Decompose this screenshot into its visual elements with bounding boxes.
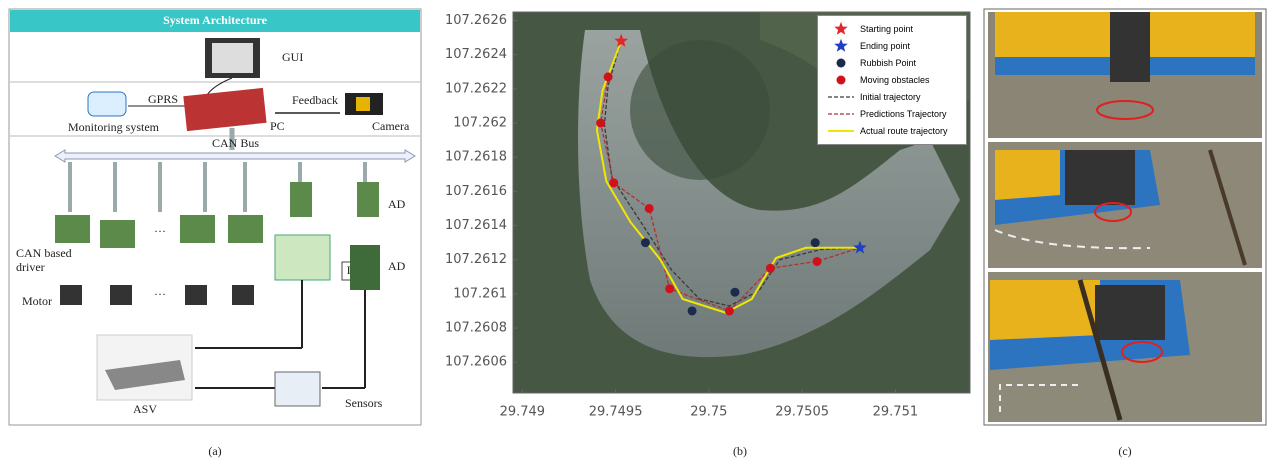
legend-entry: Ending point <box>820 39 964 53</box>
caption: (c) <box>1118 444 1131 458</box>
caption: (a) <box>208 444 221 458</box>
label: CAN Bus <box>212 136 259 150</box>
legend-label: Starting point <box>860 24 952 35</box>
y-tick-label: 107.2626 <box>445 13 507 28</box>
legend: Starting point Ending point Rubbish Point M… <box>817 15 967 145</box>
label: Sensors <box>345 396 383 410</box>
point-marker <box>766 264 775 273</box>
legend-swatch <box>820 124 860 138</box>
point-marker <box>837 76 846 85</box>
sensors-box <box>275 372 320 406</box>
photo <box>988 272 1262 422</box>
cloud-icon <box>88 92 126 116</box>
ellipsis: ··· <box>154 287 166 301</box>
point-marker <box>645 204 654 213</box>
legend-swatch <box>820 73 860 87</box>
label: Feedback <box>292 93 338 107</box>
y-tick-label: 107.2616 <box>445 184 507 199</box>
point-marker <box>837 59 846 68</box>
legend-entry: Actual route trajectory <box>820 124 964 138</box>
legend-label: Ending point <box>860 41 952 52</box>
point-marker <box>730 288 739 297</box>
star-marker <box>834 39 848 52</box>
photo <box>988 12 1262 138</box>
legend-label: Predictions Trajectory <box>860 109 952 120</box>
label: GUI <box>282 50 303 64</box>
point-marker <box>725 306 734 315</box>
island <box>630 40 770 180</box>
ad-board <box>350 245 380 290</box>
point-marker <box>813 257 822 266</box>
label: CAN based <box>16 246 72 260</box>
label: ASV <box>133 402 157 416</box>
legend-entry: Moving obstacles <box>820 73 964 87</box>
point-marker <box>596 119 605 128</box>
legend-entry: Rubbish Point <box>820 56 964 70</box>
label: Monitoring system <box>68 120 160 134</box>
ellipsis: ··· <box>154 224 166 238</box>
y-tick-label: 107.2624 <box>445 47 507 62</box>
legend-swatch <box>820 90 860 104</box>
point-marker <box>641 238 650 247</box>
point-marker <box>604 72 613 81</box>
gui-display <box>212 43 253 73</box>
label: Motor <box>22 294 52 308</box>
x-tick-label: 29.7505 <box>775 405 829 420</box>
label: AD <box>388 259 406 273</box>
camera-lens <box>356 97 370 111</box>
x-tick-label: 29.7495 <box>589 405 643 420</box>
legend-entry: Initial trajectory <box>820 90 964 104</box>
caption: (b) <box>733 444 747 458</box>
y-tick-label: 107.2612 <box>445 252 507 267</box>
label: PC <box>270 119 285 133</box>
panel-c <box>984 9 1266 425</box>
x-tick-label: 29.749 <box>500 405 546 420</box>
x-tick-label: 29.75 <box>690 405 727 420</box>
y-tick-label: 107.2618 <box>445 150 507 165</box>
y-tick-label: 107.261 <box>453 286 507 301</box>
photo <box>988 142 1262 268</box>
label: GPRS <box>148 92 178 106</box>
legend-swatch <box>820 56 860 70</box>
panel-a: System Architecture GUI Monitoring syste… <box>9 9 421 425</box>
label: AD <box>388 197 406 211</box>
io-board <box>275 235 330 280</box>
star-marker <box>834 22 848 35</box>
x-tick-label: 29.751 <box>873 405 919 420</box>
point-marker <box>688 306 697 315</box>
y-tick-label: 107.2608 <box>445 321 507 336</box>
y-tick-label: 107.2606 <box>445 355 507 370</box>
legend-swatch <box>820 39 860 53</box>
legend-label: Actual route trajectory <box>860 126 952 137</box>
legend-swatch <box>820 107 860 121</box>
label: driver <box>16 260 45 274</box>
diagram-title: System Architecture <box>163 13 268 27</box>
y-tick-label: 107.262 <box>453 116 507 131</box>
figure-canvas: System Architecture GUI Monitoring syste… <box>0 0 1269 465</box>
point-marker <box>811 238 820 247</box>
point-marker <box>609 178 618 187</box>
legend-swatch <box>820 22 860 36</box>
point-marker <box>665 284 674 293</box>
legend-label: Initial trajectory <box>860 92 952 103</box>
label: Camera <box>372 119 410 133</box>
legend-entry: Starting point <box>820 22 964 36</box>
y-tick-label: 107.2622 <box>445 81 507 96</box>
figure: System Architecture GUI Monitoring syste… <box>0 0 1269 465</box>
legend-label: Rubbish Point <box>860 58 952 69</box>
y-tick-label: 107.2614 <box>445 218 507 233</box>
legend-entry: Predictions Trajectory <box>820 107 964 121</box>
legend-label: Moving obstacles <box>860 75 952 86</box>
